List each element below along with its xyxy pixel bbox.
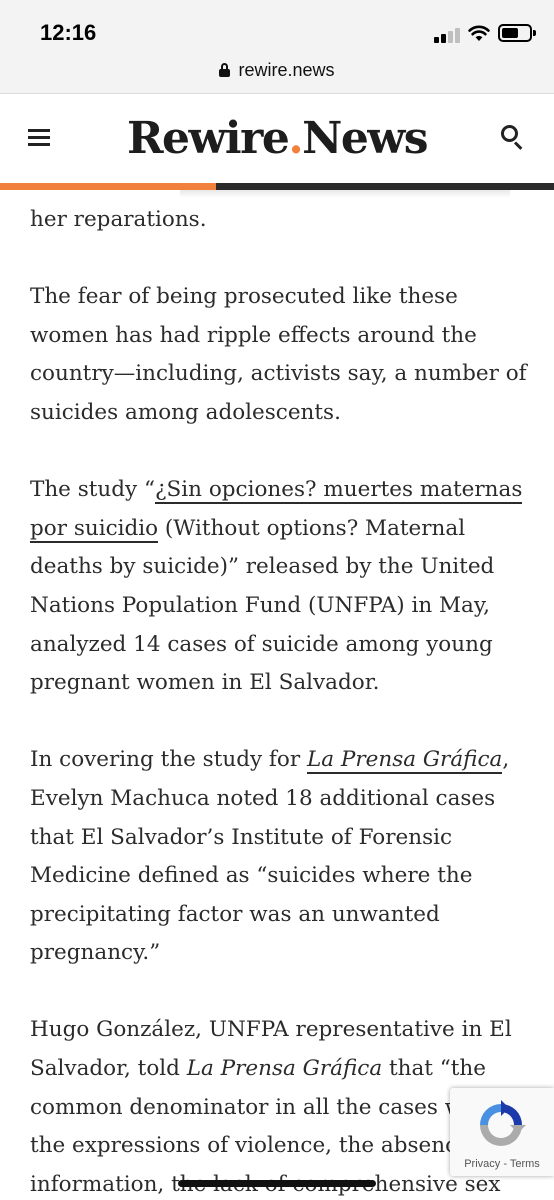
paragraph-3-text-a: The study “: [30, 477, 156, 503]
paragraph-4: In covering the study for La Prensa Gráf…: [30, 741, 530, 973]
address-bar[interactable]: rewire.news: [0, 58, 554, 94]
menu-icon[interactable]: [28, 129, 50, 147]
paragraph-2: The fear of being prosecuted like these …: [30, 284, 527, 425]
paragraph-5-text-a: Hugo González, UNFPA representative in E…: [30, 1017, 512, 1082]
logo-text-news: News: [302, 113, 428, 164]
lock-icon: [219, 63, 231, 77]
paragraph-4-text-b: , Evelyn Machuca noted 18 additional cas…: [30, 747, 510, 966]
recaptcha-privacy-terms[interactable]: Privacy - Terms: [464, 1158, 540, 1170]
status-bar: 12:16: [0, 0, 554, 58]
la-prensa-grafica-link[interactable]: La Prensa Gráfica: [306, 747, 503, 775]
paragraph-5-text-b: that “the common denominator in all the …: [30, 1056, 501, 1197]
site-logo[interactable]: Rewire.News: [0, 111, 554, 167]
logo-dot: .: [288, 113, 303, 164]
url-text[interactable]: rewire.news: [238, 60, 335, 80]
site-header: Rewire.News: [0, 95, 554, 183]
paragraph-5-publication: La Prensa Gráfica: [186, 1056, 383, 1082]
study-link[interactable]: ¿Sin opciones? muertes maternas por suic…: [30, 477, 523, 543]
sticky-header-shadow: [180, 190, 510, 198]
status-time: 12:16: [40, 20, 97, 45]
cellular-signal-icon: [434, 27, 460, 43]
battery-icon: [498, 24, 536, 42]
la-prensa-grafica-link-text: La Prensa Gráfica: [306, 747, 503, 773]
paragraph-3: The study “¿Sin opciones? muertes matern…: [30, 471, 530, 703]
reading-progress-fill: [0, 183, 217, 190]
logo-text-rewire: Rewire: [126, 113, 290, 164]
paragraph-4-text-a: In covering the study for: [30, 747, 307, 773]
article-body: her reparations. The fear of being prose…: [30, 201, 530, 1200]
paragraph-5: Hugo González, UNFPA representative in E…: [30, 1011, 530, 1200]
reading-progress-bar: [0, 183, 554, 190]
home-indicator: [178, 1180, 376, 1187]
paragraph-3-text-b: (Without options? Maternal deaths by sui…: [30, 515, 495, 696]
search-icon[interactable]: [501, 125, 525, 150]
recaptcha-badge[interactable]: Privacy - Terms: [450, 1088, 554, 1176]
recaptcha-icon: [480, 1100, 526, 1146]
paragraph-1: her reparations.: [30, 207, 207, 232]
wifi-icon: [468, 25, 490, 41]
